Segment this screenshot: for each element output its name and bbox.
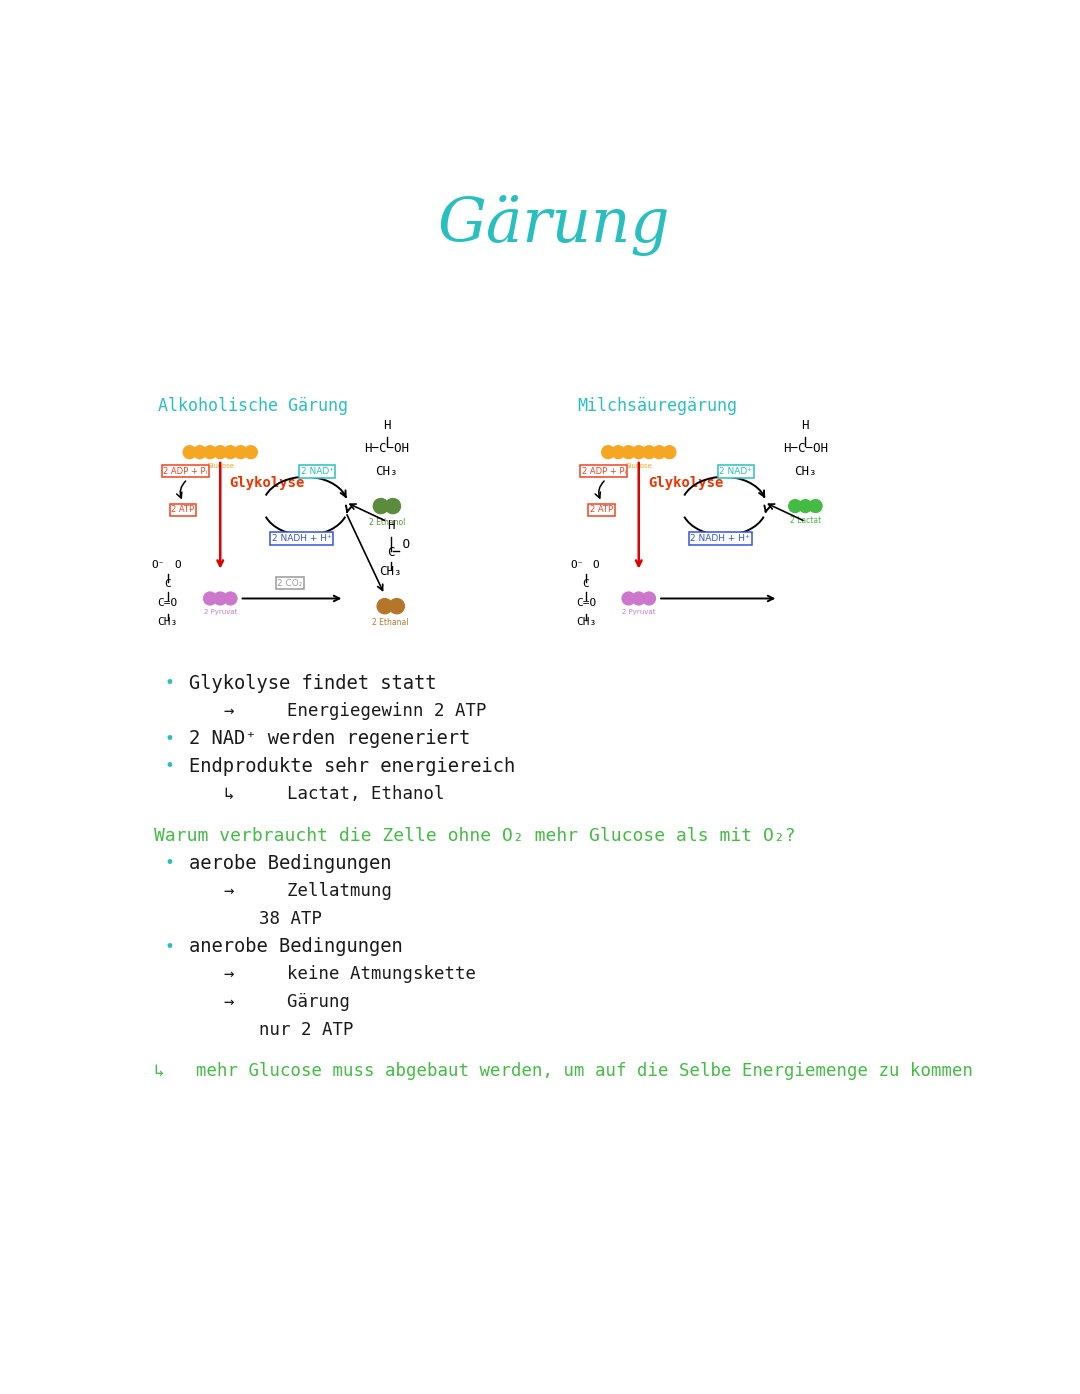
Circle shape [652,446,665,459]
Text: •: • [165,938,175,955]
Text: 2 ADP + Pᵢ: 2 ADP + Pᵢ [163,467,207,475]
Text: •: • [165,757,175,775]
Text: nur 2 ATP: nur 2 ATP [259,1020,353,1039]
Text: ↳     Lactat, Ethanol: ↳ Lactat, Ethanol [225,785,445,803]
Circle shape [203,592,217,605]
Text: •: • [165,675,175,693]
Text: O: O [593,559,599,570]
Circle shape [214,446,227,459]
Text: 2 ATP: 2 ATP [590,506,613,514]
Circle shape [788,499,801,513]
Text: 2 ATP: 2 ATP [172,506,194,514]
Text: Glykolyse: Glykolyse [230,475,305,489]
Circle shape [622,592,635,605]
Circle shape [622,446,635,459]
Text: H−C−OH: H−C−OH [783,442,828,456]
Circle shape [663,446,676,459]
Circle shape [214,592,227,605]
Text: H: H [801,420,809,432]
Text: 2 NAD⁺: 2 NAD⁺ [719,467,752,475]
Circle shape [224,446,237,459]
Text: •: • [165,729,175,747]
Text: →     Energiegewinn 2 ATP: → Energiegewinn 2 ATP [225,703,487,719]
Text: C: C [387,546,394,559]
Text: Glykolyse findet statt: Glykolyse findet statt [189,673,436,693]
Text: CH₃: CH₃ [158,618,178,627]
Circle shape [377,598,392,613]
Circle shape [643,592,656,605]
Text: →     keine Atmungskette: → keine Atmungskette [225,965,476,983]
Text: H: H [387,519,394,533]
Text: ↳   mehr Glucose muss abgebaut werden, um auf die Selbe Energiemenge zu kommen: ↳ mehr Glucose muss abgebaut werden, um … [154,1062,973,1080]
Text: CH₃: CH₃ [379,566,402,579]
Text: CH₃: CH₃ [794,466,816,478]
Text: Milchsäuregärung: Milchsäuregärung [577,397,737,415]
Circle shape [809,499,822,513]
Text: C=O: C=O [576,598,596,608]
Circle shape [799,499,812,513]
Text: 2 NADH + H⁺: 2 NADH + H⁺ [272,534,332,542]
Circle shape [611,446,625,459]
Circle shape [193,446,206,459]
Circle shape [643,446,656,459]
Text: 2 NAD⁺: 2 NAD⁺ [300,467,334,475]
Text: O⁻: O⁻ [570,559,583,570]
Circle shape [386,499,401,514]
Text: H: H [383,420,391,432]
Text: O⁻: O⁻ [151,559,165,570]
Circle shape [632,446,646,459]
Circle shape [183,446,197,459]
Text: →     Zellatmung: → Zellatmung [225,882,392,901]
Circle shape [234,446,247,459]
Text: Warum verbraucht die Zelle ohne O₂ mehr Glucose als mit O₂?: Warum verbraucht die Zelle ohne O₂ mehr … [154,827,796,845]
Text: 2 Ethanal: 2 Ethanal [373,618,409,627]
Circle shape [389,598,405,613]
Circle shape [244,446,257,459]
Circle shape [373,499,389,514]
Text: →     Gärung: → Gärung [225,993,350,1011]
Circle shape [632,592,646,605]
Text: Glykolyse: Glykolyse [648,475,724,489]
Text: C=O: C=O [158,598,178,608]
Text: H−C−OH: H−C−OH [364,442,409,456]
Text: Endprodukte sehr energiereich: Endprodukte sehr energiereich [189,757,515,776]
Text: C: C [164,579,171,588]
Text: 2 NAD⁺ werden regeneriert: 2 NAD⁺ werden regeneriert [189,729,471,749]
Text: 2 ADP + Pᵢ: 2 ADP + Pᵢ [582,467,626,475]
Circle shape [602,446,615,459]
Text: 2 Ethanol: 2 Ethanol [368,517,405,527]
Text: 2 CO₂: 2 CO₂ [278,579,302,588]
Text: C: C [583,579,590,588]
Text: 2 Lactat: 2 Lactat [789,516,821,526]
Text: Glucose: Glucose [206,463,234,468]
Circle shape [224,592,237,605]
Text: Alkoholische Gärung: Alkoholische Gärung [159,397,348,415]
Text: CH₃: CH₃ [576,618,596,627]
Text: 38 ATP: 38 ATP [259,910,322,928]
Text: 2 NADH + H⁺: 2 NADH + H⁺ [690,534,750,542]
Text: O: O [174,559,181,570]
Text: 2 Pyruvat: 2 Pyruvat [622,609,656,615]
Text: O: O [380,538,409,552]
Text: Glucose: Glucose [625,463,652,468]
Circle shape [203,446,217,459]
Text: Gärung: Gärung [437,195,670,255]
Text: aerobe Bedingungen: aerobe Bedingungen [189,855,392,873]
Text: CH₃: CH₃ [376,466,399,478]
Text: 2 Pyruvat: 2 Pyruvat [203,609,237,615]
Text: •: • [165,855,175,873]
Text: anerobe Bedingungen: anerobe Bedingungen [189,937,403,956]
